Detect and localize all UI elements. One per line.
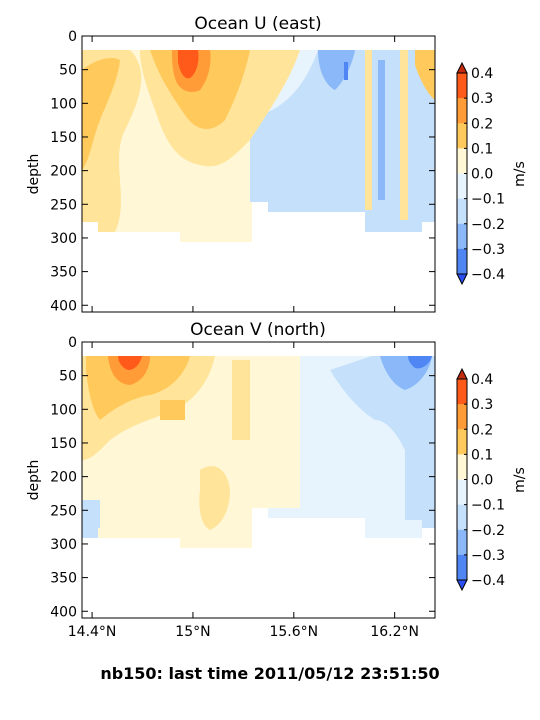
colorbar-bin <box>457 248 467 275</box>
y-tick-label: 150 <box>50 436 77 452</box>
field-u-stripe3 <box>400 50 408 220</box>
field-u-pos04 <box>178 50 199 79</box>
colorbar-bin <box>457 223 467 250</box>
y-tick-label: 250 <box>50 197 77 213</box>
colorbar-tick-label: −0.4 <box>471 267 505 283</box>
field-u-pos02-east <box>415 50 435 100</box>
colorbar-bin <box>457 504 467 531</box>
colorbar-tick-label: 0.0 <box>471 473 493 489</box>
colorbar-bin <box>457 429 467 455</box>
colorbar-max-extension <box>456 61 468 74</box>
colorbar-bin <box>457 379 467 405</box>
y-axis-label-v: depth <box>26 460 42 501</box>
colorbar-tick-label: −0.1 <box>471 498 505 514</box>
x-axis-u <box>91 36 396 312</box>
y-axis-label-u: depth <box>26 154 42 195</box>
x-axis-v: 14.4°N 15°N 15.6°N 16.2°N <box>68 342 419 640</box>
colorbar-max-extension <box>456 367 468 380</box>
y-tick-label: 200 <box>50 470 77 486</box>
colorbar-min-extension <box>456 579 468 592</box>
colorbar-bin <box>457 479 467 506</box>
y-tick-label: 350 <box>50 571 77 587</box>
colorbar-tick-label: −0.3 <box>471 242 505 258</box>
colorbar-tick-label: −0.2 <box>471 523 505 539</box>
y-axis-u: 0 50 100 150 200 250 300 350 400 <box>50 29 435 314</box>
colorbar-bin <box>457 454 467 480</box>
y-tick-label: 200 <box>50 164 77 180</box>
panel-ocean-v: Ocean V (north) 0 50 100 150 200 250 300 350 400… <box>26 320 528 640</box>
colorbar-tick-label: 0.1 <box>471 141 493 157</box>
x-tick-label: 15°N <box>175 624 210 640</box>
colorbar-bin <box>457 98 467 124</box>
field-v-pos01-col <box>232 360 250 440</box>
field-v-neg01-west <box>82 500 100 538</box>
field-v-pos03 <box>108 356 150 385</box>
colorbar-tick-label: −0.2 <box>471 217 505 233</box>
colorbar-tick-label: 0.4 <box>471 66 493 82</box>
colorbar-label-u: m/s <box>512 161 528 187</box>
colorbar-bin <box>457 529 467 556</box>
field-u-pos02-west <box>82 58 120 170</box>
x-tick-label: 14.4°N <box>68 624 117 640</box>
axes-frame-v <box>81 341 436 619</box>
colorbar-tick-label: 0.2 <box>471 422 493 438</box>
colorbar-tick-label: 0.3 <box>471 91 493 107</box>
field-v-pos02-b <box>160 400 185 420</box>
field-v-pos01-mid <box>199 466 230 530</box>
heatmap-u <box>82 50 435 242</box>
y-tick-label: 350 <box>50 265 77 281</box>
colorbar-v: 0.4 0.3 0.2 0.1 0.0 −0.1 −0.2 −0.3 −0.4 <box>456 367 505 592</box>
colorbar-bin <box>457 554 467 581</box>
y-tick-label: 250 <box>50 503 77 519</box>
colorbar-bin <box>457 404 467 430</box>
colorbar-tick-label: −0.4 <box>471 573 505 589</box>
y-tick-label: 50 <box>59 63 77 79</box>
y-tick-label: 300 <box>50 231 77 247</box>
y-tick-label: 300 <box>50 537 77 553</box>
y-tick-label: 100 <box>50 96 77 112</box>
y-tick-label: 400 <box>50 604 77 620</box>
y-tick-label: 100 <box>50 402 77 418</box>
colorbar-bin <box>457 148 467 174</box>
field-v-neg01-east <box>330 356 435 528</box>
colorbar-tick-label: 0.2 <box>471 116 493 132</box>
y-tick-label: 150 <box>50 130 77 146</box>
field-v-neg03 <box>408 356 432 369</box>
colorbar-bin <box>457 173 467 200</box>
chart-title-v: Ocean V (north) <box>190 320 326 340</box>
y-tick-label: 400 <box>50 298 77 314</box>
field-u-stripe1 <box>365 50 372 210</box>
colorbar-bin <box>457 123 467 149</box>
colorbar-tick-label: 0.3 <box>471 397 493 413</box>
x-tick-label: 16.2°N <box>370 624 419 640</box>
axes-frame-u <box>81 35 436 313</box>
field-u-stripe2 <box>378 60 385 200</box>
colorbar-tick-label: 0.0 <box>471 167 493 183</box>
y-tick-label: 0 <box>68 29 77 45</box>
colorbar-tick-label: −0.3 <box>471 548 505 564</box>
colorbar-u: 0.4 0.3 0.2 0.1 0.0 −0.1 −0.2 −0.3 −0.4 <box>456 61 505 286</box>
field-v-pos02 <box>86 356 190 420</box>
chart-title-u: Ocean U (east) <box>194 14 321 34</box>
colorbar-tick-label: 0.1 <box>471 447 493 463</box>
colorbar-bin <box>457 73 467 99</box>
colorbar-tick-label: 0.4 <box>471 372 493 388</box>
y-tick-label: 0 <box>68 335 77 351</box>
field-u-neg02 <box>318 50 355 90</box>
y-tick-label: 50 <box>59 369 77 385</box>
y-axis-v: 0 50 100 150 200 250 300 350 400 <box>50 335 435 620</box>
colorbar-min-extension <box>456 273 468 286</box>
field-u-neg03 <box>344 62 348 80</box>
field-u-neg01 <box>250 50 435 232</box>
x-tick-label: 15.6°N <box>269 624 318 640</box>
heatmap-v <box>82 356 435 548</box>
figure-footer: nb150: last time 2011/05/12 23:51:50 <box>100 664 440 683</box>
field-v-pos04 <box>118 356 142 370</box>
colorbar-tick-label: −0.1 <box>471 192 505 208</box>
colorbar-bin <box>457 198 467 225</box>
colorbar-label-v: m/s <box>512 467 528 493</box>
